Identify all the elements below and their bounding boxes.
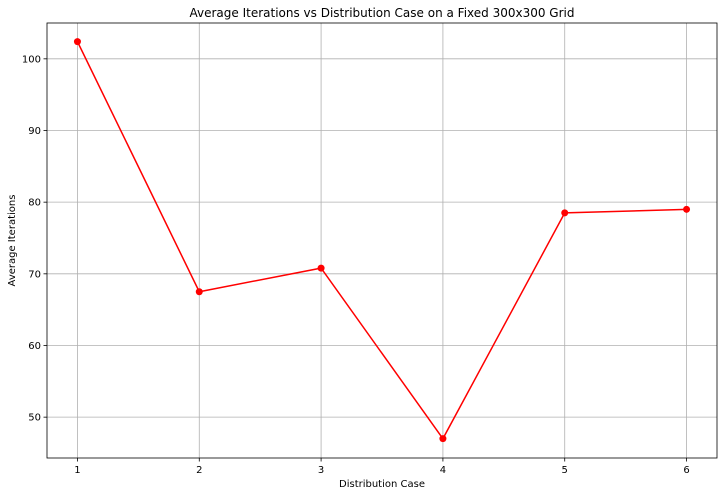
x-tick-label: 1 [74,465,80,476]
x-tick-label: 2 [196,465,202,476]
data-point [73,38,81,46]
data-point [195,288,203,296]
plot-frame [46,22,718,459]
x-axis-label: Distribution Case [339,479,425,490]
chart-title: Average Iterations vs Distribution Case … [190,6,575,20]
x-tick-label: 4 [440,465,446,476]
data-point [439,435,447,443]
data-point [561,209,569,217]
y-axis-label: Average Iterations [7,195,18,287]
data-point [683,205,691,213]
y-tick-label: 50 [28,413,41,424]
series-line [76,41,687,441]
plot-area [73,38,691,443]
y-tick-label: 70 [28,269,41,280]
y-tick-label: 80 [28,198,41,209]
grid [47,23,717,458]
y-tick-label: 60 [28,341,41,352]
x-tick-label: 6 [683,465,689,476]
x-tick-label: 5 [562,465,568,476]
y-tick-label: 90 [28,126,41,137]
axes: 1 2 3 4 5 6 50 60 70 80 90 100 [22,22,718,476]
x-tick-label: 3 [318,465,324,476]
y-tick-label: 100 [22,54,41,65]
data-point [317,264,325,272]
